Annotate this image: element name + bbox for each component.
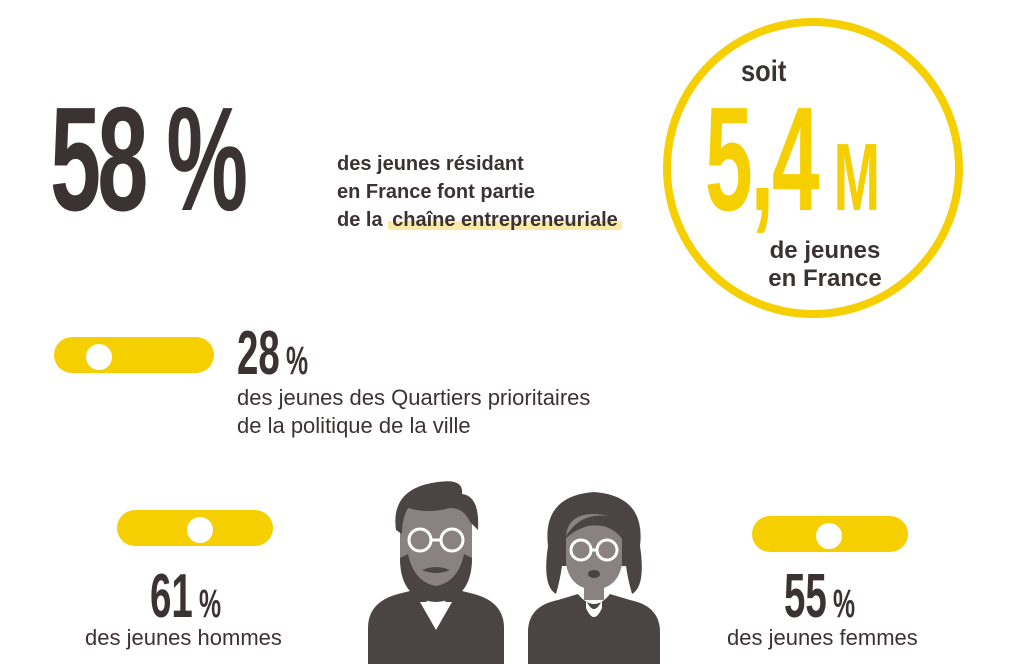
toggle-pill-qpv <box>54 337 214 373</box>
headline-line-3-prefix: de la <box>337 209 383 231</box>
qpv-caption-line-1: des jeunes des Quartiers prioritaires <box>237 385 591 410</box>
men-unit: % <box>198 582 222 626</box>
qpv-caption-line-2: de la politique de la ville <box>237 413 471 438</box>
qpv-unit: % <box>285 339 309 383</box>
circle-unit: M <box>833 124 880 231</box>
circle-prefix: soit <box>741 55 787 88</box>
women-label: des jeunes femmes <box>727 625 918 650</box>
qpv-percent: 28% <box>237 323 308 385</box>
men-value: 61 <box>150 562 193 631</box>
men-label: des jeunes hommes <box>85 625 282 650</box>
circle-caption-line-1: de jeunes <box>769 237 881 264</box>
toggle-pill-women <box>752 516 908 552</box>
toggle-knob <box>814 521 844 551</box>
circle-caption: de jeunes en France <box>740 237 910 293</box>
headline-line-3: de la chaîne entrepreneuriale <box>337 206 647 234</box>
men-percent: 61% <box>150 566 221 628</box>
toggle-knob <box>185 515 215 545</box>
qpv-value: 28 <box>237 319 280 388</box>
headline-line-1: des jeunes résidant <box>337 153 524 175</box>
bearded-man-icon <box>368 478 504 664</box>
stat-circle <box>663 18 963 318</box>
circle-caption-line-2: en France <box>768 265 882 292</box>
headline-highlight: chaîne entrepreneuriale <box>388 209 622 231</box>
circle-value: 5,4 M <box>705 86 880 234</box>
headline-percent: 58 % <box>50 77 248 242</box>
woman-glasses-icon <box>528 486 660 664</box>
toggle-pill-men <box>117 510 273 546</box>
women-value: 55 <box>784 562 827 631</box>
headline-text: des jeunes résidant en France font parti… <box>337 150 647 234</box>
circle-number: 5,4 <box>705 77 820 242</box>
women-unit: % <box>832 582 856 626</box>
women-percent: 55% <box>784 566 855 628</box>
qpv-caption: des jeunes des Quartiers prioritaires de… <box>237 384 697 440</box>
headline-line-2: en France font partie <box>337 181 535 203</box>
toggle-knob <box>84 342 114 372</box>
